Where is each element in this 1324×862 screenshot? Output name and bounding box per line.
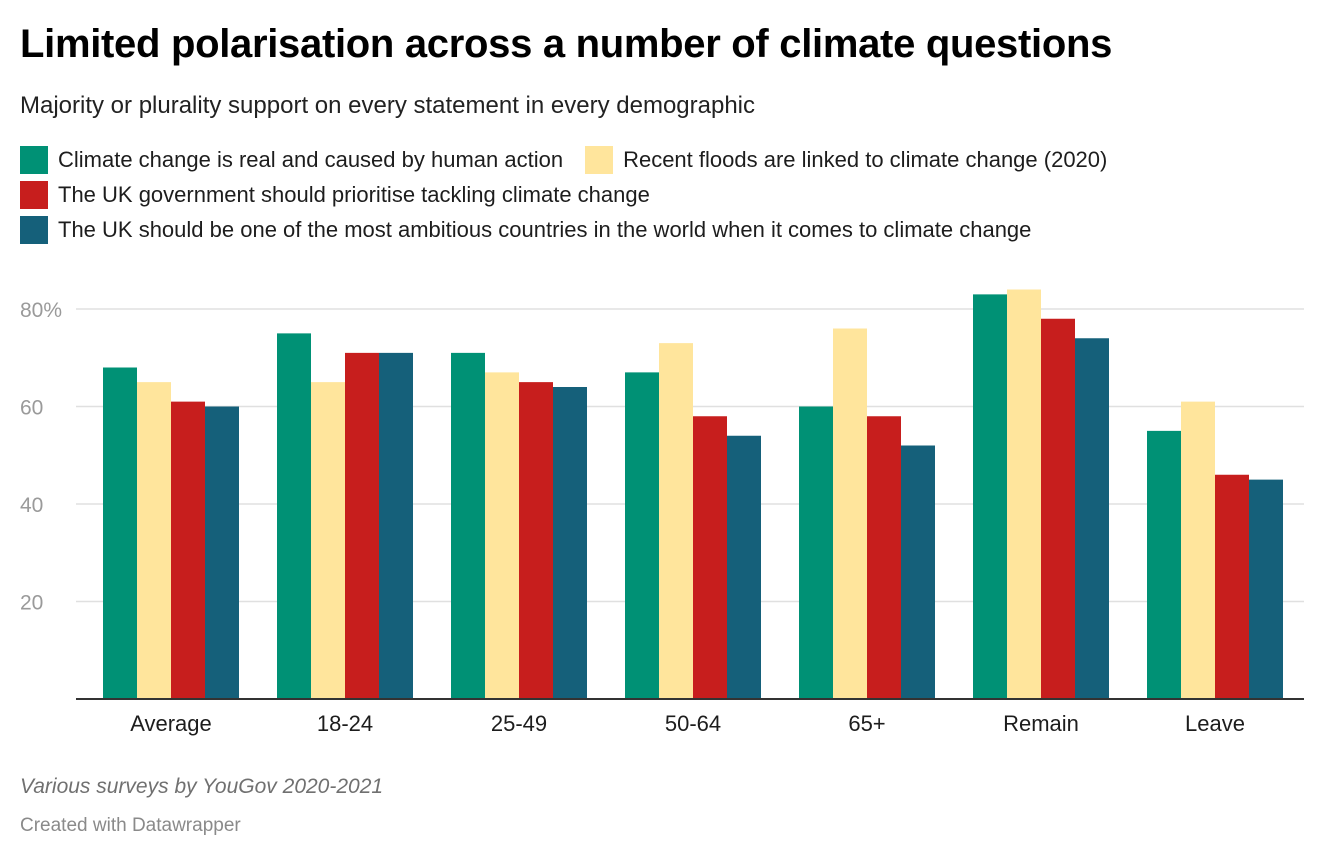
bar-leave-series-4 <box>1249 479 1283 699</box>
bar-remain-series-2 <box>1007 289 1041 699</box>
bar-50-64-series-4 <box>727 435 761 699</box>
bar-25-49-series-3 <box>519 382 553 699</box>
bar-18-24-series-4 <box>379 352 413 699</box>
bar-65--series-1 <box>799 406 833 699</box>
legend-swatch-prioritise <box>20 181 48 209</box>
y-tick-label-60: 60 <box>20 397 43 420</box>
bar-average-series-1 <box>103 367 137 699</box>
bar-leave-series-1 <box>1147 430 1181 699</box>
bar-65--series-3 <box>867 416 901 699</box>
source-note: Various surveys by YouGov 2020-2021 <box>20 775 384 798</box>
bar-18-24-series-2 <box>311 382 345 699</box>
bar-leave-series-3 <box>1215 474 1249 699</box>
bar-remain-series-3 <box>1041 318 1075 699</box>
legend-swatch-floods <box>585 146 614 174</box>
legend-row-2: The UK government should prioritise tack… <box>20 180 672 210</box>
x-category-label: Average <box>130 711 212 736</box>
bar-18-24-series-1 <box>277 333 311 699</box>
legend-label-prioritise: The UK government should prioritise tack… <box>58 182 650 207</box>
bar-average-series-2 <box>137 382 171 699</box>
bar-65--series-4 <box>901 445 935 699</box>
bar-25-49-series-1 <box>451 352 485 699</box>
legend-item-floods: Recent floods are linked to climate chan… <box>585 146 1107 174</box>
bar-remain-series-1 <box>973 294 1007 699</box>
bar-50-64-series-2 <box>659 343 693 699</box>
x-category-label: 25-49 <box>491 711 547 736</box>
legend-label-floods: Recent floods are linked to climate chan… <box>623 147 1108 172</box>
legend-swatch-human-action <box>20 146 48 174</box>
legend-row-3: The UK should be one of the most ambitio… <box>20 215 1053 245</box>
bar-65--series-2 <box>833 328 867 699</box>
x-category-label: 50-64 <box>665 711 721 736</box>
x-category-label: 18-24 <box>317 711 373 736</box>
y-tick-label-80: 80% <box>20 299 62 322</box>
chart-title: Limited polarisation across a number of … <box>20 22 1113 66</box>
bar-leave-series-2 <box>1181 401 1215 699</box>
bar-18-24-series-3 <box>345 352 379 699</box>
bar-50-64-series-1 <box>625 372 659 699</box>
credit-note: Created with Datawrapper <box>20 815 241 836</box>
x-category-label: Remain <box>1003 711 1079 736</box>
bar-average-series-4 <box>205 406 239 699</box>
y-tick-label-20: 20 <box>20 592 43 615</box>
bar-25-49-series-4 <box>553 387 587 699</box>
chart-subtitle: Majority or plurality support on every s… <box>20 92 755 119</box>
bar-25-49-series-2 <box>485 372 519 699</box>
bar-50-64-series-3 <box>693 416 727 699</box>
legend-label-ambitious: The UK should be one of the most ambitio… <box>58 217 1032 242</box>
bar-average-series-3 <box>171 401 205 699</box>
legend-item-prioritise: The UK government should prioritise tack… <box>20 181 650 209</box>
legend-item-ambitious: The UK should be one of the most ambitio… <box>20 216 1031 244</box>
legend-label-human-action: Climate change is real and caused by hum… <box>58 147 564 172</box>
y-tick-label-40: 40 <box>20 494 43 517</box>
bar-remain-series-4 <box>1075 338 1109 699</box>
x-category-label: Leave <box>1185 711 1245 736</box>
legend-item-human-action: Climate change is real and caused by hum… <box>20 146 563 174</box>
legend-swatch-ambitious <box>20 216 48 244</box>
legend-row-1: Climate change is real and caused by hum… <box>20 145 1129 175</box>
x-category-label: 65+ <box>848 711 885 736</box>
